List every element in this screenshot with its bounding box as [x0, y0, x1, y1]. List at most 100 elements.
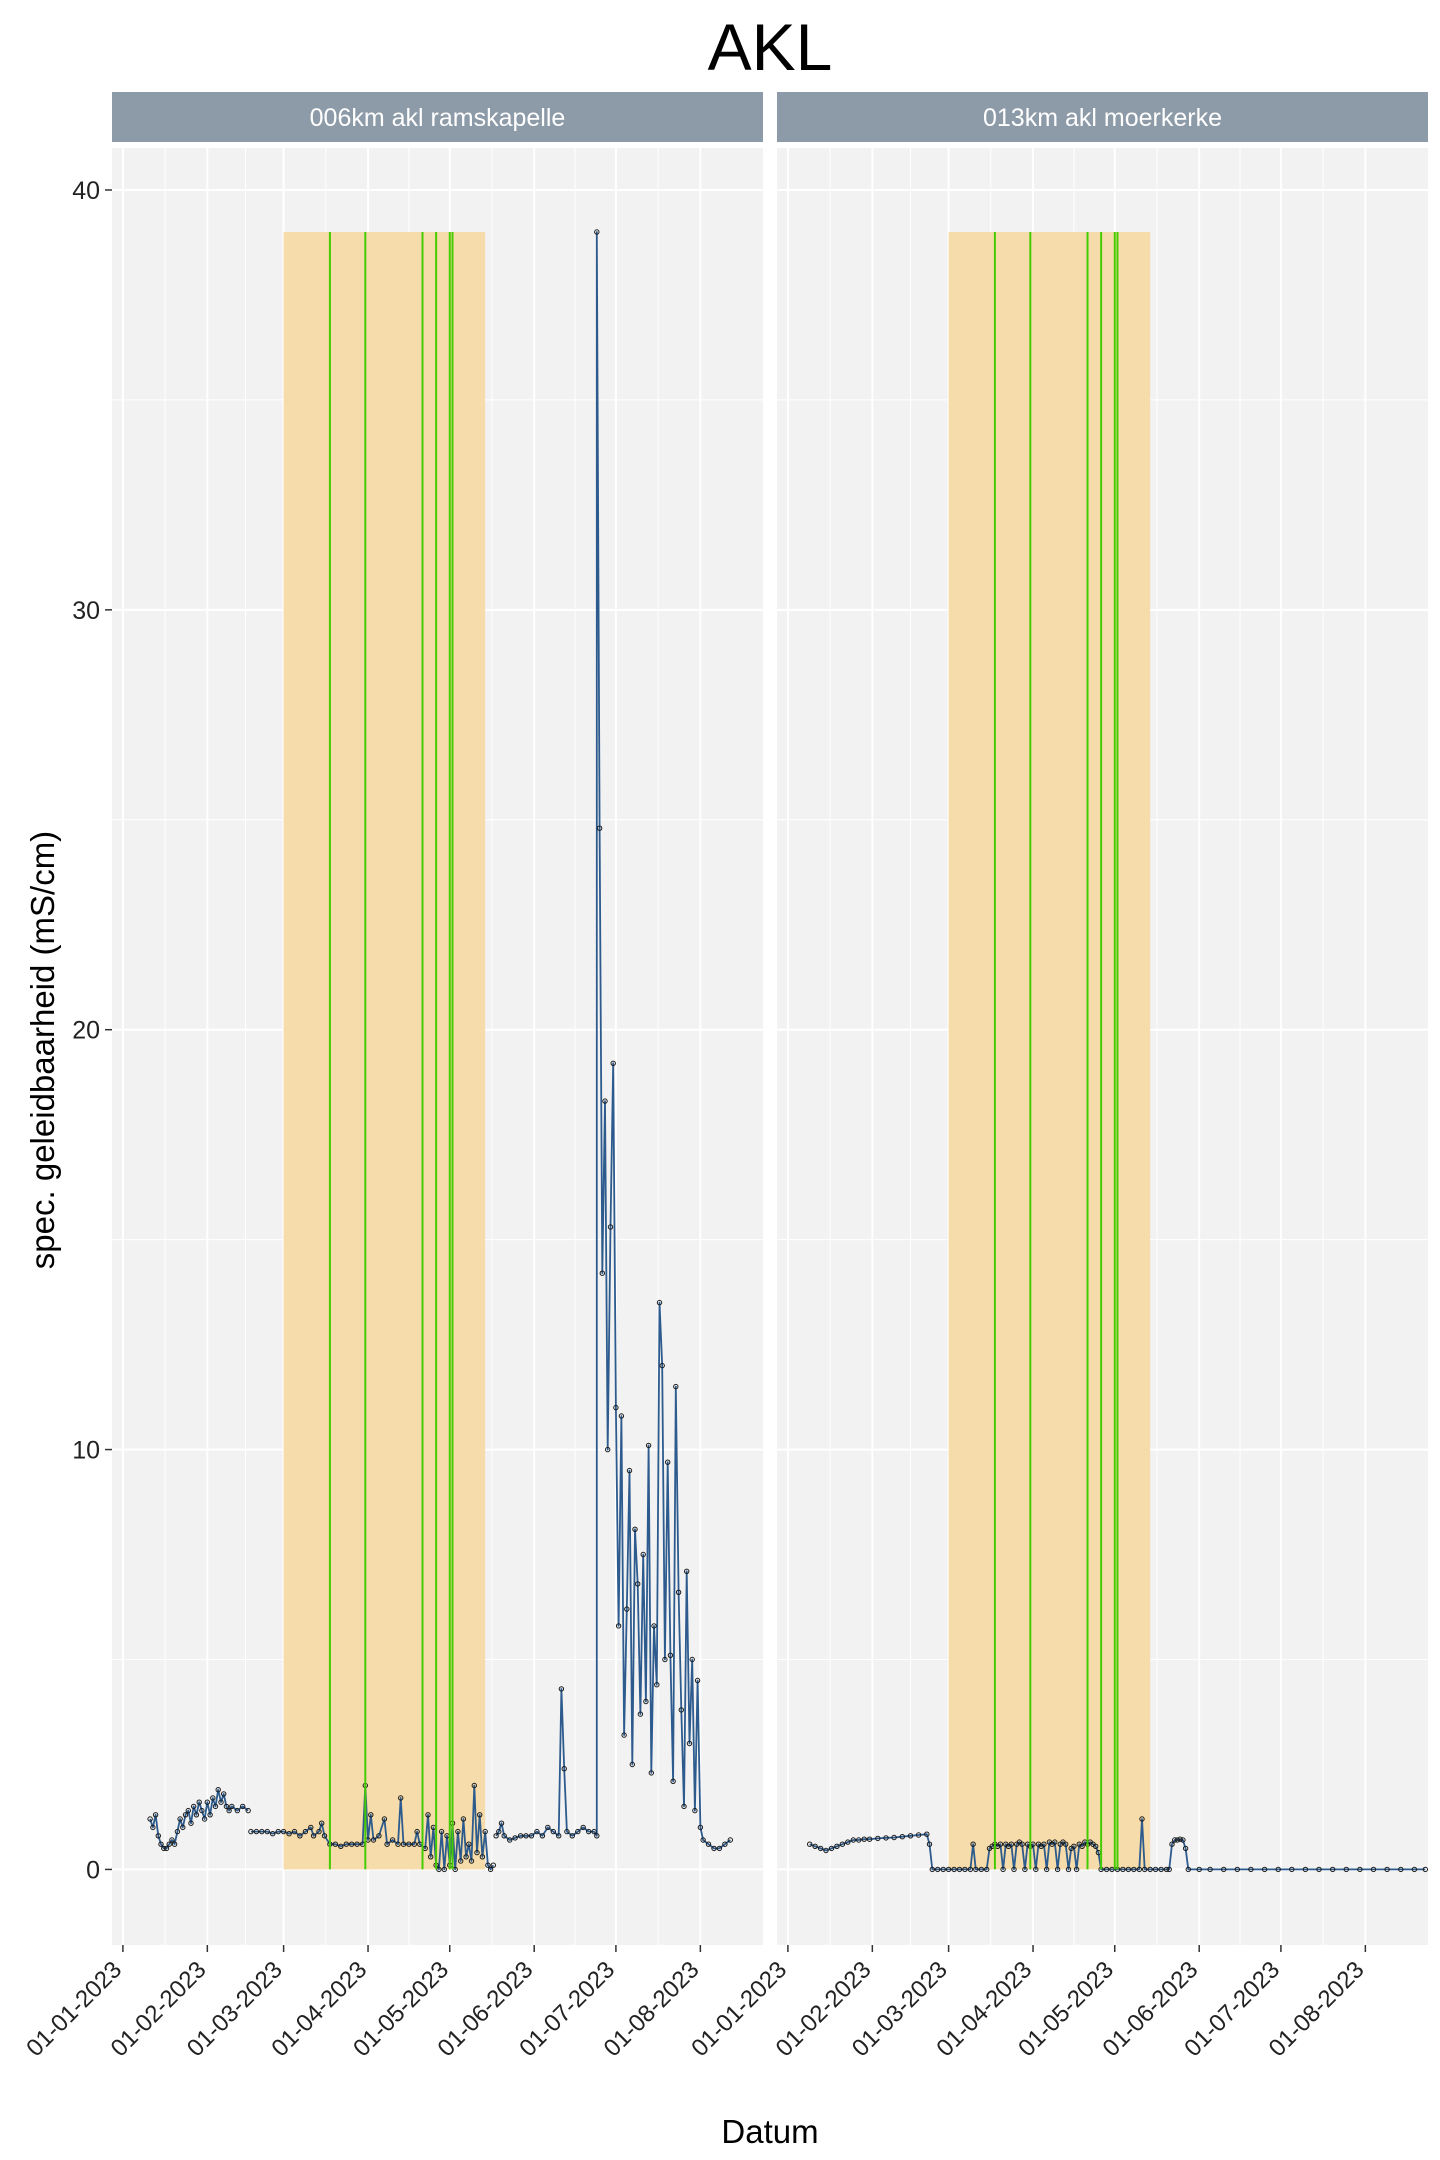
data-point: [716, 1845, 723, 1852]
data-point: [196, 1799, 202, 1805]
data-point: [534, 1828, 540, 1835]
data-point: [602, 1098, 608, 1104]
data-point: [376, 1833, 382, 1839]
data-point: [670, 1778, 676, 1785]
data-point: [1152, 1866, 1159, 1873]
data-point: [218, 1799, 224, 1805]
panel-strip-label: 006km akl ramskapelle: [310, 104, 566, 132]
data-point: [1172, 1837, 1178, 1843]
data-point: [645, 1442, 652, 1449]
data-point: [586, 1828, 592, 1835]
data-point: [899, 1834, 905, 1840]
data-point: [1158, 1866, 1164, 1873]
data-point: [253, 1828, 260, 1835]
data-point: [438, 1828, 445, 1835]
y-tick-label: 20: [72, 1017, 100, 1045]
data-point: [711, 1845, 717, 1852]
data-point: [1052, 1839, 1058, 1845]
data-point: [1343, 1866, 1350, 1873]
data-point: [1177, 1836, 1183, 1842]
data-point: [561, 1766, 567, 1772]
data-point: [626, 1467, 633, 1474]
data-point: [155, 1833, 162, 1839]
data-point: [1120, 1866, 1126, 1873]
data-point: [550, 1828, 556, 1835]
data-point: [615, 1623, 622, 1629]
data-point: [1248, 1866, 1254, 1873]
data-point: [607, 1224, 614, 1230]
data-point: [700, 1837, 706, 1843]
data-point: [1289, 1866, 1295, 1873]
data-point: [1131, 1866, 1137, 1873]
data-point: [414, 1828, 420, 1835]
data-point: [621, 1732, 627, 1738]
data-point: [1125, 1866, 1132, 1873]
data-point: [425, 1812, 431, 1818]
data-point: [1221, 1866, 1227, 1873]
data-point: [332, 1841, 339, 1847]
data-point: [171, 1841, 178, 1847]
data-point: [398, 1795, 404, 1801]
data-point: [1234, 1866, 1241, 1873]
data-point: [673, 1383, 679, 1390]
data-point: [632, 1526, 638, 1533]
data-point: [722, 1841, 728, 1847]
data-point: [512, 1835, 518, 1841]
data-point: [684, 1568, 690, 1575]
y-tick-label: 40: [72, 177, 100, 205]
data-point: [675, 1589, 682, 1596]
data-point: [926, 1841, 933, 1847]
data-points: [807, 1816, 1429, 1873]
data-point: [962, 1866, 968, 1873]
y-axis: 0 10 20 30 40: [72, 177, 112, 1884]
data-point: [828, 1845, 835, 1852]
data-point: [169, 1837, 175, 1843]
data-point: [817, 1845, 824, 1852]
data-point: [310, 1833, 317, 1839]
data-point: [984, 1866, 990, 1873]
data-point: [970, 1841, 976, 1847]
data-point: [152, 1812, 159, 1818]
data-point: [191, 1803, 197, 1810]
series-line: [149, 231, 731, 1871]
data-point: [185, 1807, 192, 1814]
data-point: [1000, 1866, 1006, 1873]
data-point: [199, 1807, 205, 1814]
y-axis-title: spec. geleidbaarheid (mS/cm): [24, 831, 61, 1269]
data-point: [1008, 1841, 1014, 1847]
data-point: [624, 1606, 630, 1612]
data-point: [1073, 1866, 1080, 1873]
data-point: [1093, 1843, 1099, 1850]
data-point: [308, 1824, 314, 1831]
data-point: [1071, 1843, 1077, 1850]
data-point: [692, 1807, 698, 1814]
data-point: [490, 1862, 496, 1868]
data-point: [1384, 1866, 1390, 1873]
data-point: [705, 1841, 712, 1847]
data-point: [850, 1837, 856, 1843]
data-point: [523, 1833, 529, 1839]
data-point: [270, 1831, 276, 1837]
data-point: [487, 1866, 494, 1873]
data-point: [823, 1847, 829, 1854]
data-point: [201, 1816, 208, 1822]
data-point: [569, 1833, 575, 1839]
data-point: [1185, 1866, 1192, 1873]
data-point: [834, 1843, 840, 1850]
data-point: [210, 1795, 216, 1801]
data-point: [384, 1841, 390, 1847]
data-point: [147, 1816, 153, 1822]
data-point: [319, 1820, 325, 1826]
panel-strip-label: 013km akl moerkerke: [983, 104, 1222, 132]
data-point: [654, 1682, 660, 1688]
data-point: [441, 1866, 447, 1873]
data-point: [1411, 1866, 1418, 1873]
data-point: [1174, 1837, 1181, 1843]
data-point: [929, 1866, 935, 1873]
data-point: [637, 1711, 644, 1717]
data-points: [147, 229, 733, 1873]
data-point: [556, 1833, 562, 1839]
data-point: [613, 1404, 619, 1411]
data-point: [158, 1841, 164, 1847]
data-point: [594, 1833, 600, 1839]
